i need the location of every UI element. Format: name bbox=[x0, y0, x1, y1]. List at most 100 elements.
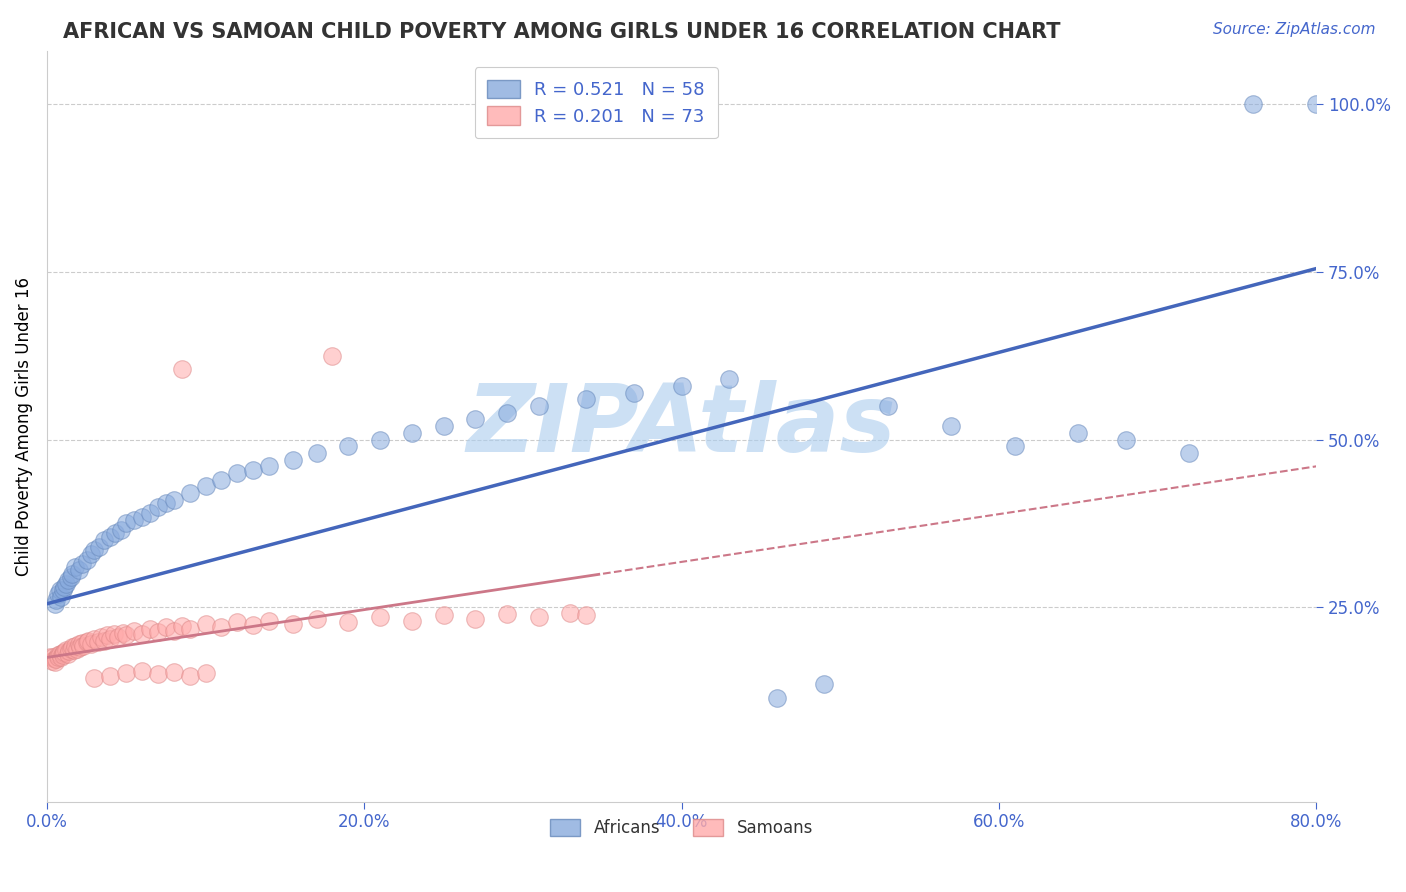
Point bbox=[44, 597, 66, 611]
Point bbox=[432, 608, 454, 623]
Point bbox=[257, 614, 280, 628]
Point bbox=[42, 650, 65, 665]
Point bbox=[209, 473, 232, 487]
Point bbox=[718, 372, 741, 386]
Point bbox=[103, 627, 125, 641]
Point bbox=[59, 570, 82, 584]
Point bbox=[76, 553, 98, 567]
Point bbox=[46, 648, 69, 663]
Point bbox=[58, 644, 80, 658]
Point bbox=[194, 616, 217, 631]
Point bbox=[63, 643, 86, 657]
Point bbox=[527, 610, 550, 624]
Point bbox=[44, 652, 66, 666]
Point bbox=[131, 664, 153, 678]
Point bbox=[337, 615, 360, 629]
Point bbox=[59, 641, 82, 656]
Point bbox=[65, 639, 87, 653]
Point bbox=[1305, 97, 1327, 112]
Text: AFRICAN VS SAMOAN CHILD POVERTY AMONG GIRLS UNDER 16 CORRELATION CHART: AFRICAN VS SAMOAN CHILD POVERTY AMONG GI… bbox=[63, 22, 1060, 42]
Point bbox=[813, 677, 835, 691]
Point bbox=[1004, 439, 1026, 453]
Point bbox=[83, 632, 105, 647]
Point bbox=[96, 628, 118, 642]
Point bbox=[55, 643, 77, 657]
Y-axis label: Child Poverty Among Girls Under 16: Child Poverty Among Girls Under 16 bbox=[15, 277, 32, 575]
Point bbox=[93, 633, 115, 648]
Point bbox=[70, 636, 93, 650]
Point bbox=[110, 523, 132, 537]
Point bbox=[623, 385, 645, 400]
Point bbox=[107, 630, 129, 644]
Point bbox=[60, 640, 83, 655]
Point bbox=[41, 654, 63, 668]
Point bbox=[464, 412, 486, 426]
Point bbox=[112, 625, 135, 640]
Point bbox=[163, 665, 186, 680]
Point bbox=[139, 506, 162, 520]
Point bbox=[226, 615, 249, 629]
Point bbox=[89, 540, 111, 554]
Point bbox=[321, 349, 343, 363]
Point bbox=[60, 566, 83, 581]
Point bbox=[1178, 446, 1201, 460]
Point bbox=[179, 668, 201, 682]
Point bbox=[941, 419, 963, 434]
Point bbox=[209, 620, 232, 634]
Point bbox=[368, 610, 391, 624]
Point bbox=[51, 590, 73, 604]
Point bbox=[560, 606, 582, 620]
Point bbox=[131, 509, 153, 524]
Point bbox=[56, 574, 79, 588]
Point bbox=[77, 633, 100, 648]
Point bbox=[146, 624, 169, 639]
Point bbox=[242, 463, 264, 477]
Point bbox=[48, 647, 70, 661]
Point bbox=[67, 637, 90, 651]
Point bbox=[1115, 433, 1137, 447]
Point bbox=[1241, 97, 1264, 112]
Point bbox=[98, 632, 121, 646]
Point bbox=[337, 439, 360, 453]
Point bbox=[83, 543, 105, 558]
Point bbox=[155, 620, 177, 634]
Point bbox=[496, 607, 519, 621]
Point bbox=[72, 639, 94, 653]
Point bbox=[69, 640, 91, 655]
Point bbox=[226, 466, 249, 480]
Point bbox=[46, 650, 69, 665]
Point bbox=[53, 645, 76, 659]
Point bbox=[93, 533, 115, 547]
Point bbox=[45, 652, 67, 666]
Point bbox=[122, 624, 145, 638]
Point bbox=[575, 392, 598, 407]
Point bbox=[66, 641, 89, 656]
Point bbox=[139, 622, 162, 636]
Point bbox=[83, 671, 105, 685]
Point bbox=[98, 668, 121, 682]
Point bbox=[496, 406, 519, 420]
Point bbox=[44, 655, 66, 669]
Point bbox=[56, 647, 79, 661]
Text: ZIPAtlas: ZIPAtlas bbox=[467, 380, 897, 472]
Point bbox=[45, 593, 67, 607]
Point bbox=[432, 419, 454, 434]
Point bbox=[305, 612, 328, 626]
Point bbox=[179, 486, 201, 500]
Point bbox=[401, 425, 423, 440]
Point bbox=[179, 622, 201, 636]
Point bbox=[115, 516, 138, 531]
Point bbox=[80, 547, 103, 561]
Point bbox=[1067, 425, 1090, 440]
Point bbox=[104, 526, 127, 541]
Legend: Africans, Samoans: Africans, Samoans bbox=[541, 811, 821, 846]
Point bbox=[39, 650, 62, 665]
Point bbox=[65, 560, 87, 574]
Point bbox=[70, 557, 93, 571]
Point bbox=[46, 587, 69, 601]
Point bbox=[90, 630, 112, 644]
Point bbox=[401, 614, 423, 628]
Point bbox=[53, 580, 76, 594]
Point bbox=[115, 628, 138, 642]
Point bbox=[146, 500, 169, 514]
